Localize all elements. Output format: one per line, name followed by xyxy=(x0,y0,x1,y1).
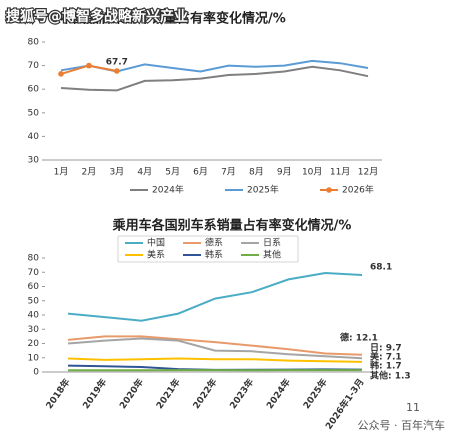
legend-label: 2024年 xyxy=(152,184,184,196)
x-tick-label: 5月 xyxy=(165,167,180,178)
y-tick-label: 70 xyxy=(28,61,40,71)
legend-label: 美系 xyxy=(147,249,165,261)
series-line xyxy=(67,271,363,322)
y-tick-label: 30 xyxy=(28,156,40,166)
legend-label: 2025年 xyxy=(247,184,279,196)
legend-label: 2026年 xyxy=(342,184,374,196)
x-tick-label: 10月 xyxy=(302,167,322,178)
chart-title: 中国品牌乘用车销量占有率变化情况/% xyxy=(60,11,286,27)
data-label: 其他: 1.3 xyxy=(370,370,411,382)
legend-label: 其他 xyxy=(263,249,281,261)
y-tick-label: 60 xyxy=(28,282,40,292)
y-tick-label: 40 xyxy=(28,132,40,142)
y-tick-label: 20 xyxy=(28,339,40,349)
x-tick-label: 8月 xyxy=(249,167,264,178)
y-tick-label: 0 xyxy=(33,368,39,378)
legend-label: 德系 xyxy=(205,237,223,249)
y-tick-label: 40 xyxy=(28,311,40,321)
x-tick-label: 6月 xyxy=(193,167,208,178)
legend-label: 韩系 xyxy=(205,249,223,261)
x-tick-label: 12月 xyxy=(358,167,378,178)
series-line xyxy=(67,337,363,360)
data-label: 67.7 xyxy=(106,58,128,68)
y-tick-label: 80 xyxy=(28,254,40,264)
data-label: 68.1 xyxy=(370,262,392,272)
y-tick-label: 10 xyxy=(28,353,40,363)
legend-label: 中国 xyxy=(147,237,165,249)
series-line xyxy=(67,335,363,356)
y-tick-label: 80 xyxy=(28,38,40,48)
point xyxy=(58,71,64,77)
source: 公众号 · 百年汽车 xyxy=(358,418,446,432)
x-tick-label: 9月 xyxy=(277,167,292,178)
legend-box xyxy=(117,235,299,263)
y-tick-label: 70 xyxy=(28,268,40,278)
data-label: 韩: 1.7 xyxy=(370,360,402,372)
x-tick-label: 4月 xyxy=(137,167,152,178)
y-tick-label: 60 xyxy=(28,85,40,95)
page-number: 11 xyxy=(406,401,420,414)
watermark: 搜狐号@博智多战略新兴产业 xyxy=(6,8,188,25)
point xyxy=(114,68,120,74)
y-tick-label: 30 xyxy=(28,325,40,335)
chart-title: 乘用车各国别车系销量占有率变化情况/% xyxy=(112,218,352,234)
x-tick-label: 2月 xyxy=(82,167,97,178)
x-tick-label: 3月 xyxy=(109,167,124,178)
x-tick-label: 1月 xyxy=(54,167,69,178)
y-tick-label: 50 xyxy=(28,296,40,306)
legend-label: 日系 xyxy=(263,238,281,249)
data-label: 日: 9.7 xyxy=(370,343,402,354)
y-tick-label: 50 xyxy=(28,108,40,118)
x-tick-label: 7月 xyxy=(221,167,236,178)
series-line xyxy=(67,357,363,363)
data-label: 美: 7.1 xyxy=(370,351,402,363)
legend-marker xyxy=(326,187,332,193)
series-line xyxy=(60,65,369,92)
x-tick-label: 11月 xyxy=(330,167,350,178)
point xyxy=(86,62,92,69)
data-label: 德: 12.1 xyxy=(340,332,378,344)
